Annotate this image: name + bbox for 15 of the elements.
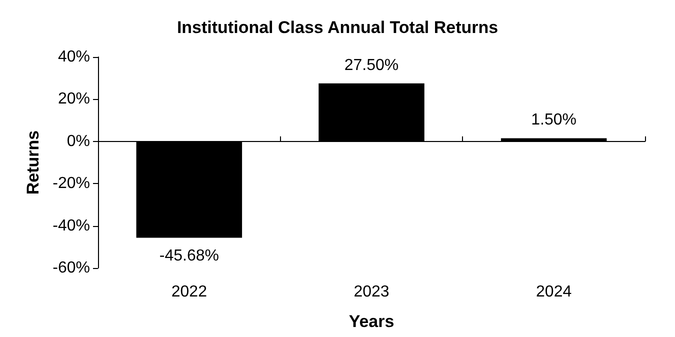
x-tick-label: 2024 (536, 284, 572, 300)
y-axis-title: Returns (24, 130, 43, 195)
x-tick-label: 2023 (354, 284, 390, 300)
x-tick-label: 2022 (171, 284, 208, 300)
x-axis-title: Years (348, 312, 394, 331)
data-label: 1.50% (531, 112, 577, 129)
y-tick-label: -20% (52, 175, 90, 192)
chart-title: Institutional Class Annual Total Returns (176, 18, 498, 37)
data-label: -45.68% (159, 247, 219, 264)
y-tick-label: 40% (58, 48, 90, 66)
y-tick-label: 0% (66, 132, 90, 150)
y-tick-label: -40% (52, 217, 90, 234)
y-tick-label: 20% (58, 90, 90, 108)
y-tick-label: -60% (52, 260, 90, 276)
data-label: 27.50% (344, 56, 399, 74)
